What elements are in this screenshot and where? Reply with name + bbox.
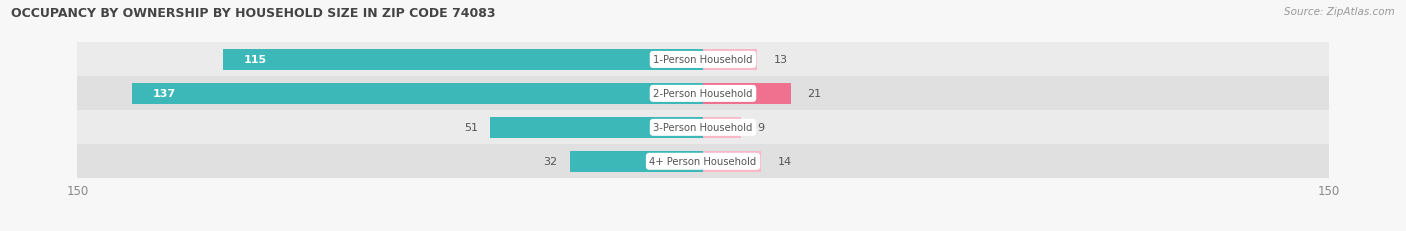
Bar (703, 83, 790, 104)
Text: 2-Person Household: 2-Person Household (654, 89, 752, 99)
Bar (132, 83, 703, 104)
Bar (703, 50, 758, 71)
Text: 51: 51 (464, 123, 478, 133)
Text: 1-Person Household: 1-Person Household (654, 55, 752, 65)
Text: 4+ Person Household: 4+ Person Household (650, 157, 756, 167)
Text: 13: 13 (773, 55, 787, 65)
Bar (77, 145, 1329, 179)
Text: 3-Person Household: 3-Person Household (654, 123, 752, 133)
Text: 32: 32 (543, 157, 557, 167)
Text: 21: 21 (807, 89, 821, 99)
Bar (703, 117, 741, 138)
Text: 115: 115 (245, 55, 267, 65)
Bar (491, 117, 703, 138)
Bar (569, 151, 703, 172)
Text: Source: ZipAtlas.com: Source: ZipAtlas.com (1284, 7, 1395, 17)
Text: 9: 9 (758, 123, 765, 133)
Bar (224, 50, 703, 71)
Text: OCCUPANCY BY OWNERSHIP BY HOUSEHOLD SIZE IN ZIP CODE 74083: OCCUPANCY BY OWNERSHIP BY HOUSEHOLD SIZE… (11, 7, 496, 20)
Bar (77, 43, 1329, 77)
Bar (77, 77, 1329, 111)
Text: 14: 14 (778, 157, 792, 167)
Text: 137: 137 (152, 89, 176, 99)
Bar (703, 151, 762, 172)
Bar (77, 111, 1329, 145)
